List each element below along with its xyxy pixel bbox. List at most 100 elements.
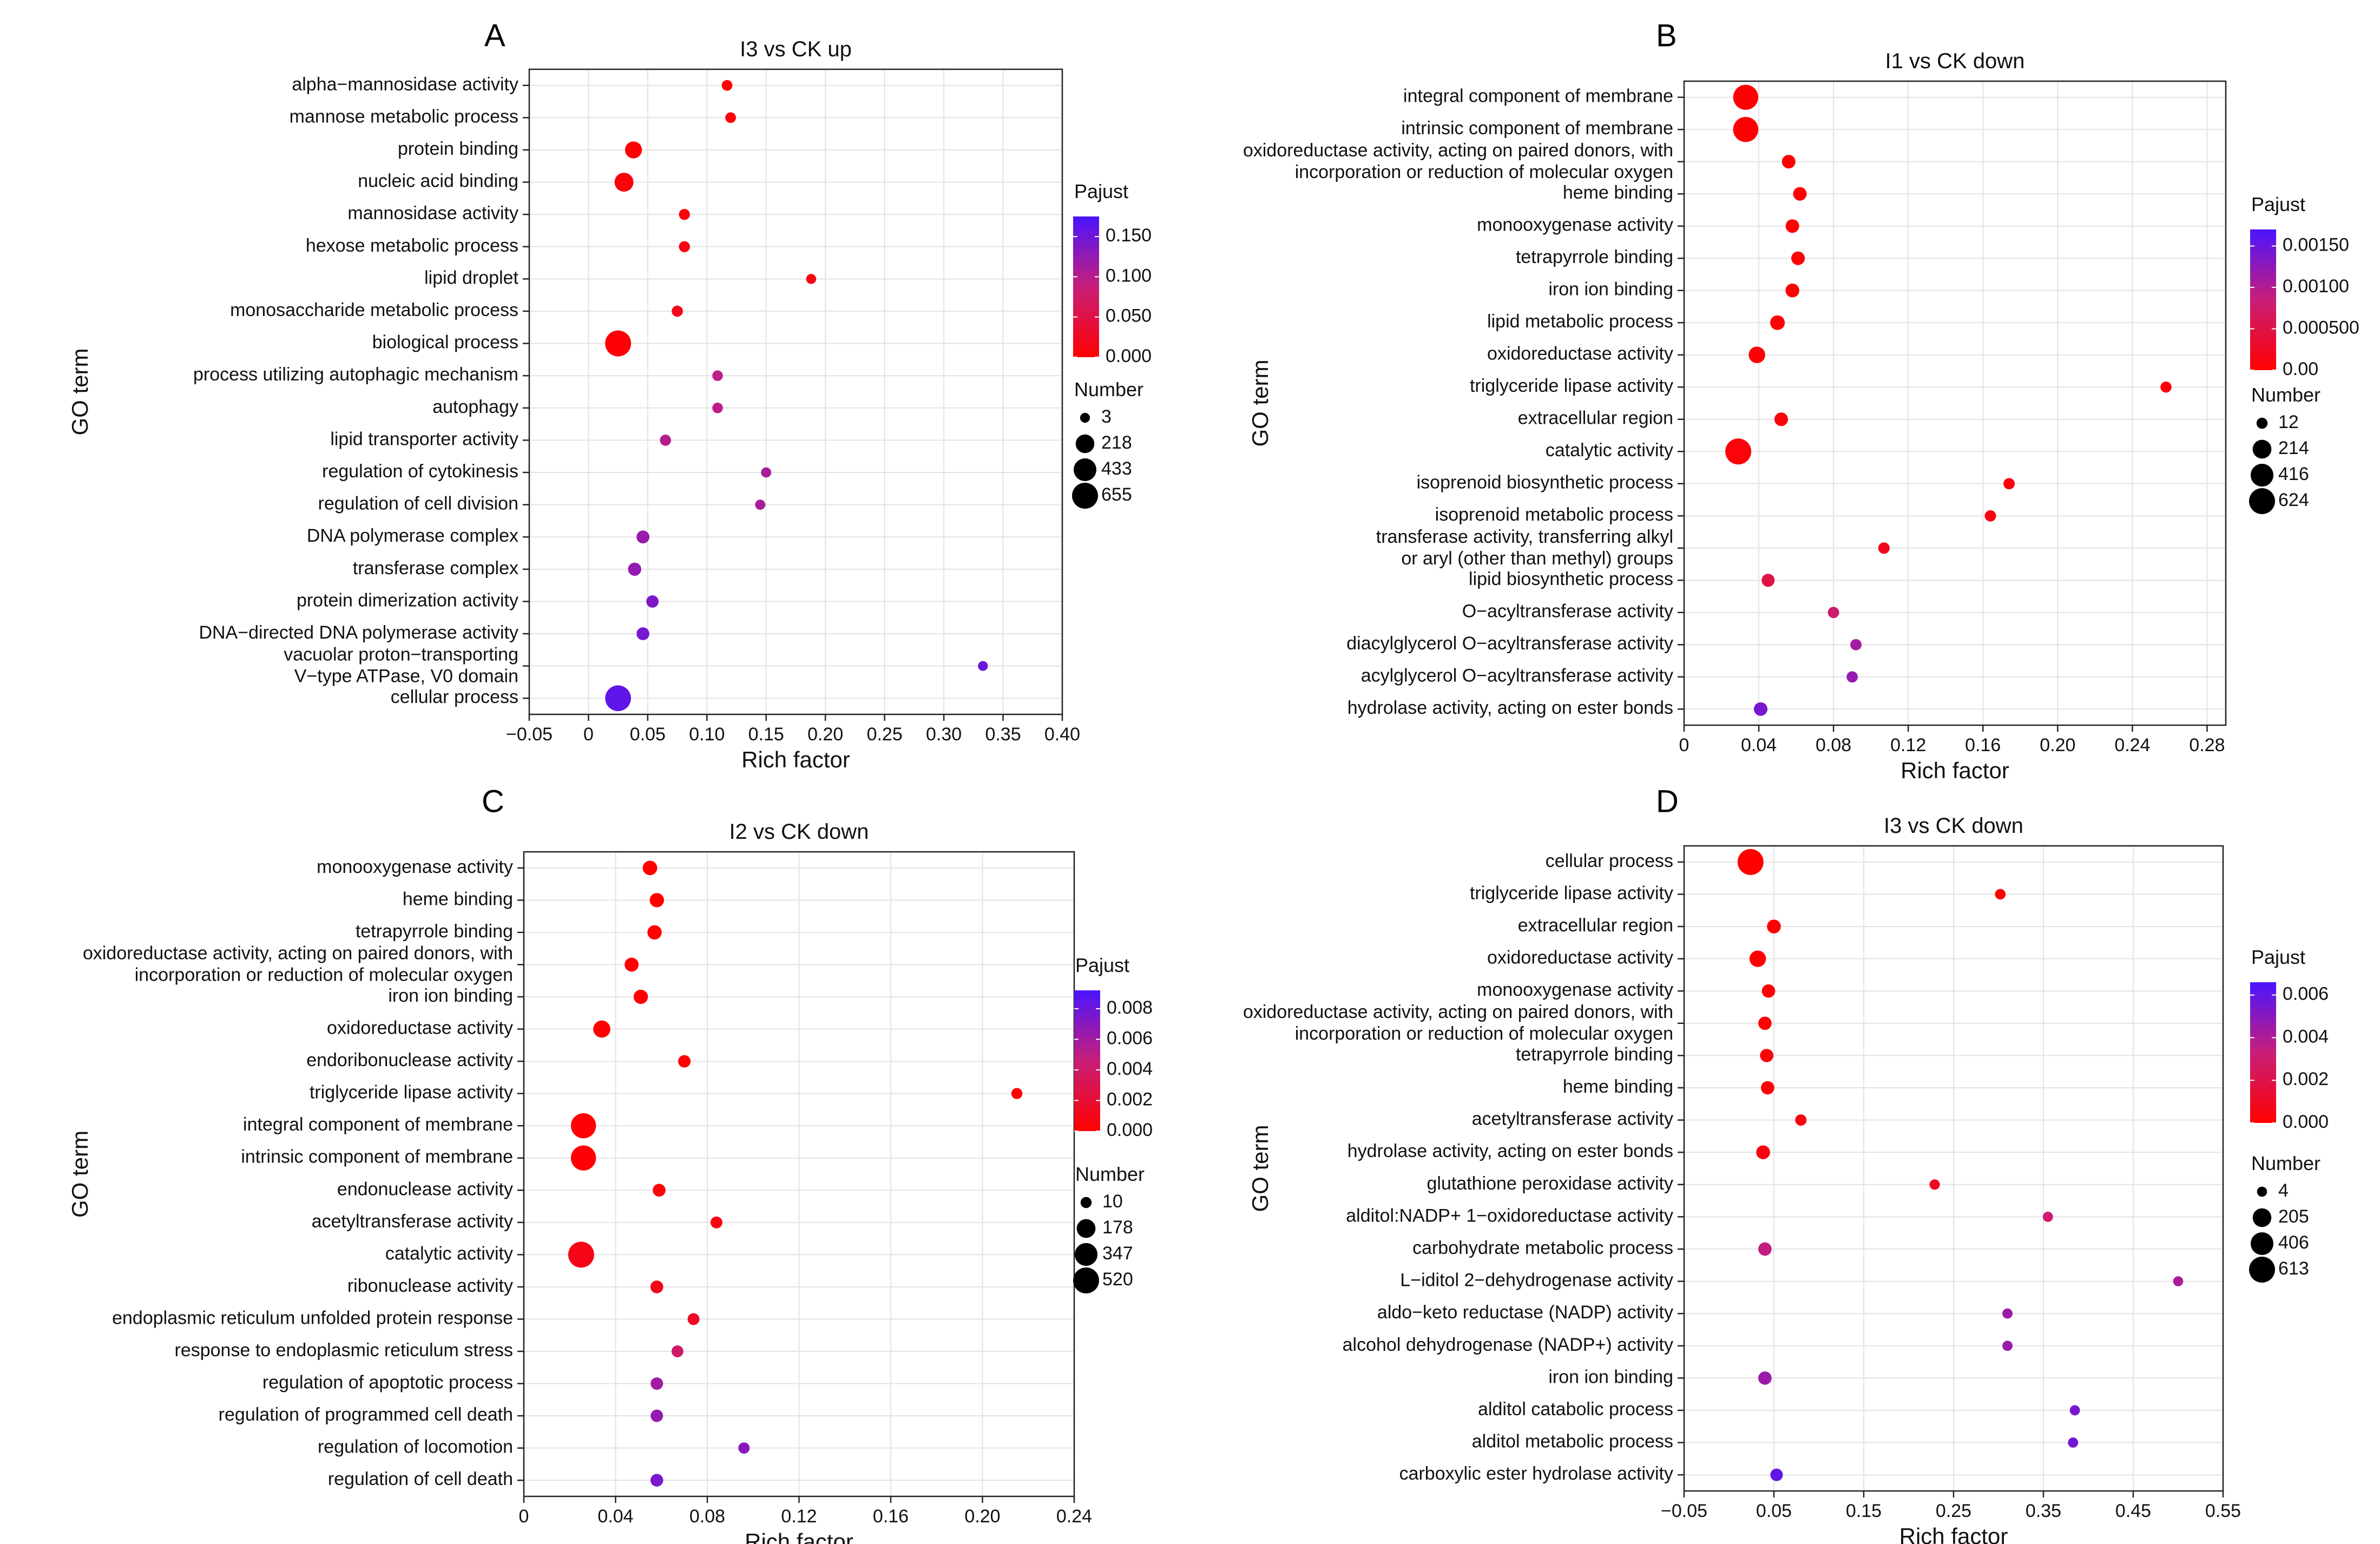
panel-c-x-tick-label: 0.04 (597, 1506, 633, 1527)
panel-a-size-legend: Number 3 218 433 655 (1072, 378, 1143, 509)
panel-d-term-label: tetrapyrrole binding (1516, 1044, 1673, 1065)
panel-d-term-label: carbohydrate metabolic process (1412, 1238, 1673, 1258)
panel-b-size-legend-marker (2256, 417, 2268, 429)
panel-d-point (1995, 889, 2006, 900)
panel-b-size-legend-marker (2250, 463, 2274, 487)
panel-a-term-label: hexose metabolic process (306, 235, 518, 256)
panel-d-size-legend-label: 406 (2278, 1232, 2309, 1253)
panel-d-size-legend-marker (2249, 1257, 2275, 1283)
panel-c-point (570, 1145, 596, 1171)
panel-a-x-tick-label: 0.20 (807, 724, 843, 745)
panel-c-term-label: integral component of membrane (243, 1114, 513, 1135)
panel-a-point (712, 370, 723, 381)
panel-c-point (1011, 1088, 1023, 1099)
panel-b-plot-area (1684, 81, 2226, 725)
panel-b-plot-border (1683, 80, 2227, 726)
panel-a-size-legend-label: 433 (1101, 458, 1132, 479)
panel-d-x-tick-label: 0.05 (1756, 1501, 1792, 1521)
panel-c-x-tick-label: 0.20 (964, 1506, 1000, 1527)
panel-b-size-legend-label: 214 (2278, 438, 2309, 458)
panel-b-x-tick-label: 0.16 (1965, 735, 2001, 755)
panel-a-color-legend: Pajust 0.150 0.100 0.050 0.000 (1073, 180, 1152, 366)
panel-b-size-legend-marker (2252, 439, 2272, 459)
panel-a-point (725, 112, 736, 123)
panel-a-term-label: lipid transporter activity (330, 429, 518, 449)
panel-a-point (605, 330, 632, 357)
panel-c-term-label: regulation of cell death (328, 1469, 513, 1489)
panel-a-color-legend-title: Pajust (1074, 180, 1128, 202)
panel-b-x-tick-label: 0 (1679, 735, 1689, 755)
panel-b-size-legend-label: 624 (2278, 490, 2309, 510)
panel-a-x-tick-label: 0.05 (630, 724, 666, 745)
panel-b-size-legend: Number 12 214 416 624 (2249, 384, 2320, 514)
panel-a-term-label: mannose metabolic process (290, 106, 518, 127)
panel-d-point (1737, 849, 1764, 875)
panel-b-size-legend-label: 12 (2278, 412, 2299, 432)
panel-b-letter: B (1656, 18, 1677, 53)
panel-a-size-legend-marker (1072, 483, 1098, 509)
panel-c-letter: C (482, 784, 504, 819)
panel-b-term-label: triglyceride lipase activity (1470, 376, 1673, 396)
panel-d-term-label: alditol catabolic process (1478, 1399, 1673, 1420)
panel-c-colorbar-tick-label: 0.004 (1107, 1059, 1153, 1079)
panel-d-term-label: monooxygenase activity (1477, 980, 1673, 1000)
panel-c-point (653, 1184, 666, 1197)
panel-a-plot-area (529, 69, 1062, 714)
panel-a-letter: A (484, 18, 505, 53)
panel-b-x-tick-label: 0.12 (1890, 735, 1926, 755)
panel-d-term-label: extracellular region (1518, 915, 1673, 936)
panel-a-term-label: process utilizing autophagic mechanism (193, 364, 518, 385)
panel-d-size-legend-label: 613 (2278, 1258, 2309, 1279)
panel-d-x-axis-title: Rich factor (1899, 1523, 2008, 1544)
panel-b-point (1846, 671, 1858, 683)
panel-c-point (671, 1345, 683, 1358)
panel-d-point (1929, 1179, 1940, 1190)
panel-d-point (1758, 1242, 1772, 1256)
panel-c-colorbar-tick-label: 0.002 (1107, 1089, 1153, 1109)
panel-c-point (633, 989, 648, 1004)
panel-d-term-label: alditol:NADP+ 1−oxidoreductase activity (1346, 1205, 1673, 1226)
panel-c-colorbar-tick-label: 0.006 (1107, 1028, 1153, 1048)
panel-b-point (1827, 607, 1839, 619)
panel-c-colorbar (1074, 990, 1100, 1131)
panel-d-point (1756, 1145, 1770, 1159)
panel-c-size-legend-marker (1076, 1219, 1096, 1238)
panel-d-size-legend-label: 4 (2278, 1180, 2289, 1201)
panel-c-term-label: regulation of locomotion (318, 1437, 513, 1457)
panel-b-point (2003, 478, 2015, 490)
panel-a-point (672, 305, 683, 317)
panel-c-size-legend-marker (1080, 1197, 1092, 1208)
panel-a-size-legend-label: 3 (1101, 406, 1112, 427)
panel-c-color-legend: Pajust 0.008 0.006 0.004 0.002 0.000 (1074, 954, 1153, 1140)
panel-b-colorbar (2250, 229, 2276, 370)
panel-c-size-legend-label: 520 (1102, 1269, 1133, 1290)
panel-b-colorbar-tick-label: 0.00150 (2283, 235, 2349, 255)
panel-b-x-tick-label: 0.04 (1741, 735, 1777, 755)
panel-a-point (646, 595, 659, 608)
panel-c-term-label: catalytic activity (385, 1243, 513, 1264)
panel-c: C I2 vs CK down 0 0.04 0.08 0.12 0.16 0.20 0.24 R… (67, 784, 1153, 1544)
panel-d-color-legend: Pajust 0.006 0.004 0.002 0.000 (2250, 946, 2329, 1132)
panel-c-colorbar-tick-label: 0.000 (1107, 1120, 1153, 1140)
panel-b-term-label: tetrapyrrole binding (1516, 247, 1673, 267)
panel-c-term-label: iron ion binding (388, 985, 513, 1006)
panel-c-point (647, 925, 662, 940)
panel-b-term-label: oxidoreductase activity (1487, 344, 1673, 364)
panel-b-size-legend-title: Number (2251, 384, 2320, 406)
panel-d-term-label: oxidoreductase activity (1487, 948, 1673, 968)
panel-a-term-label: protein dimerization activity (297, 590, 518, 610)
panel-b-point (1850, 639, 1862, 651)
panel-d-point (2042, 1211, 2053, 1222)
panel-d-size-legend-title: Number (2251, 1152, 2320, 1174)
panel-b-term-label: isoprenoid biosynthetic process (1417, 472, 1673, 493)
panel-d-point (2069, 1405, 2080, 1416)
panel-d-term-label: heme binding (1563, 1076, 1673, 1097)
panel-b-point (1733, 84, 1759, 110)
panel-a-term-label: cellular process (391, 687, 518, 707)
panel-b-point (1770, 315, 1785, 330)
panel-c-size-legend-marker (1073, 1267, 1099, 1293)
panel-b-x-tick-label: 0.08 (1816, 735, 1851, 755)
panel-c-point (570, 1113, 596, 1139)
panel-b-color-legend: Pajust 0.00150 0.00100 0.000500 0.00 (2250, 193, 2359, 379)
panel-c-point (649, 893, 664, 908)
